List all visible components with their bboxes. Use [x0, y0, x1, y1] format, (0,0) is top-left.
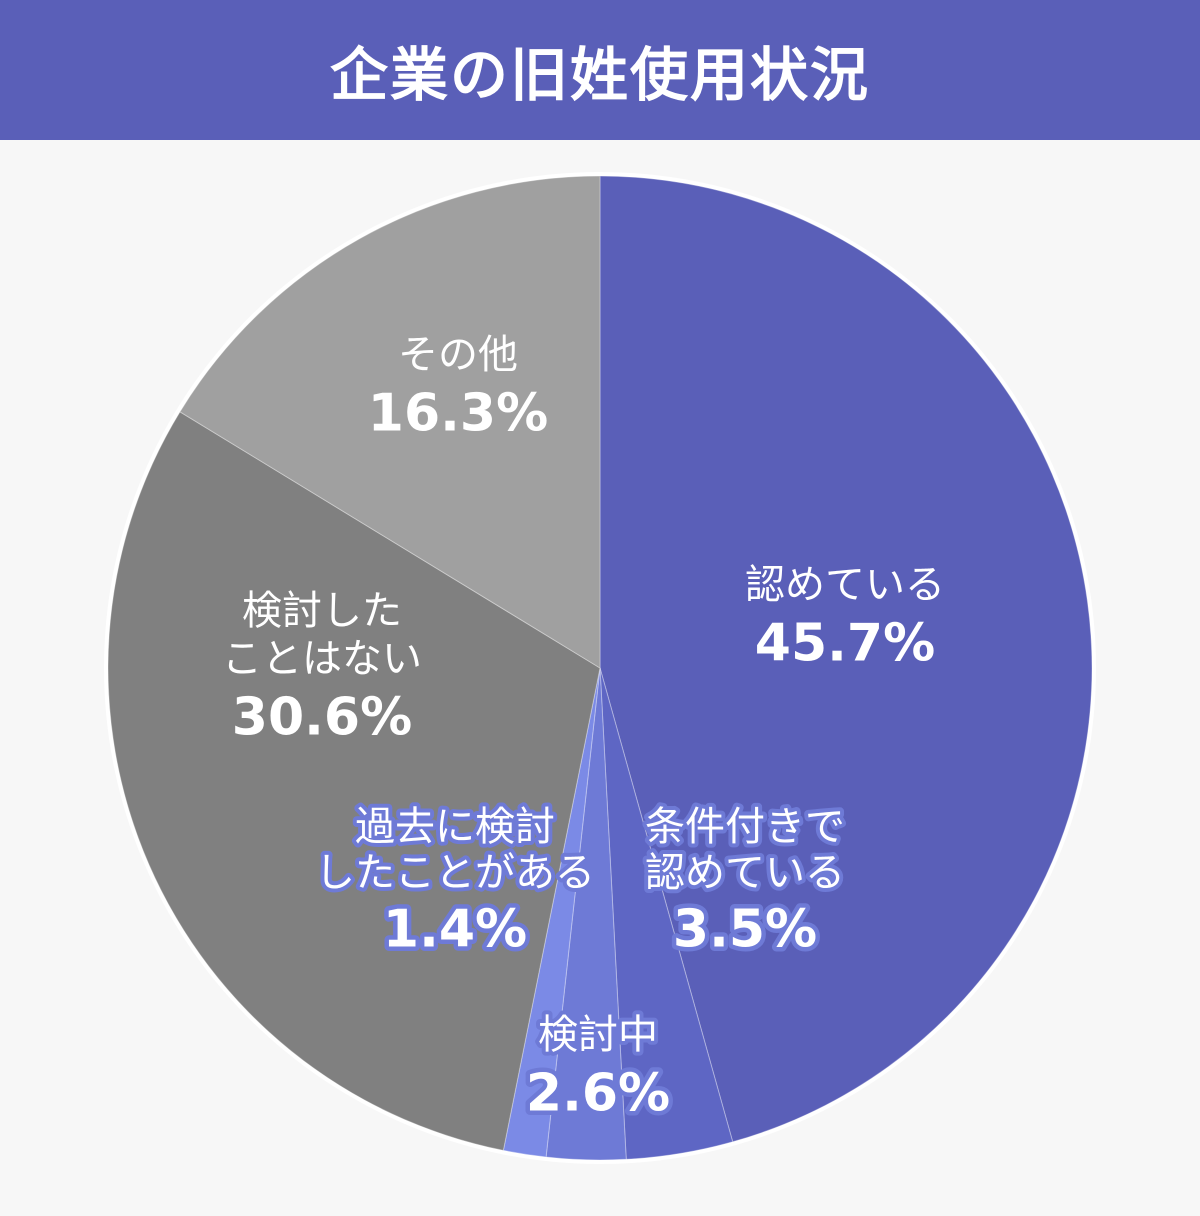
slice-label-text: 認めている [645, 850, 845, 896]
slice-value-text: 2.6% [526, 1064, 670, 1124]
slice-label-text: ことはない [222, 636, 422, 682]
slice-value-text: 45.7% [755, 614, 935, 674]
slices-layer [104, 172, 1096, 1164]
slice-label-text: 認めている [745, 562, 945, 608]
slice-label-6: その他 16.3% [368, 332, 548, 444]
chart-title: 企業の旧姓使用状況 [329, 41, 870, 109]
slice-label-text: 検討中 [538, 1012, 658, 1058]
slice-value-text: 3.5% [673, 900, 817, 960]
slice-label-text: 過去に検討 [355, 804, 555, 850]
chart-header: 企業の旧姓使用状況 [0, 0, 1200, 140]
slice-label-text: 検討した [242, 588, 402, 634]
pie-slice-6 [179, 175, 601, 669]
pie-slice-2 [599, 667, 734, 1160]
labels-layer: 認めている45.7%条件付きで認めている3.5%検討中2.6%過去に検討したこと… [222, 332, 945, 1128]
pie-slice-4 [502, 667, 601, 1158]
slice-label-3: 検討中 2.6% [521, 1008, 674, 1128]
pie-slice-3 [545, 667, 627, 1161]
pie-slice-1 [599, 175, 1093, 1143]
pie-slice-5 [107, 411, 601, 1151]
slice-label-text: したことがある [315, 850, 595, 896]
slice-value-text: 30.6% [232, 688, 412, 748]
slice-label-text: 条件付きで [645, 804, 845, 850]
slice-value-text: 16.3% [368, 384, 548, 444]
slice-label-1: 認めている 45.7% [745, 562, 945, 674]
slice-value-text: 1.4% [383, 900, 527, 960]
slice-label-text: その他 [398, 332, 518, 378]
